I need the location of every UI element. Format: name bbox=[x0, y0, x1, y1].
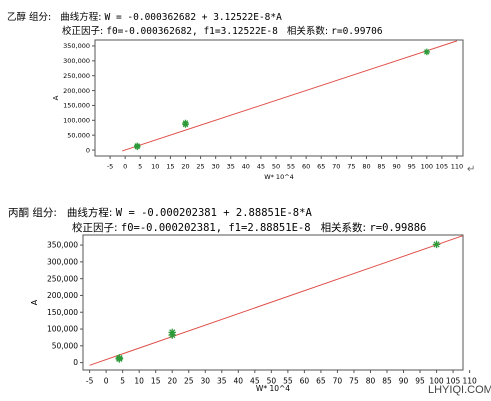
chart2-data-point bbox=[115, 355, 124, 363]
chart2-xtick-label: 90 bbox=[399, 377, 409, 386]
chart2-xtick-label: 30 bbox=[200, 377, 210, 386]
chart2-calibration-label: 校正因子: bbox=[72, 222, 118, 234]
chart1-data-point bbox=[182, 121, 189, 128]
chart1-header-line2: 校正因子: f0=-0.000362682, f1=3.12522E-8 相关系… bbox=[62, 23, 383, 37]
chart1-ylabel: A bbox=[52, 95, 60, 100]
chart2-xtick-label: 35 bbox=[217, 377, 227, 386]
chart2-xtick-label: 100 bbox=[429, 377, 444, 386]
chart2-xtick-label: 105 bbox=[446, 377, 461, 386]
chart2-calibration: f0=-0.000202381, f1=2.88851E-8 bbox=[120, 222, 311, 234]
chart1-xtick-label: 40 bbox=[242, 163, 250, 171]
return-mark: ↵ bbox=[467, 164, 476, 175]
chart2-ytick-label: 100,000 bbox=[47, 325, 78, 334]
chart1-ytick-label: 250,000 bbox=[63, 72, 90, 80]
chart1-xtick-label: 10 bbox=[151, 163, 159, 171]
chart2-xtick-label: 20 bbox=[167, 377, 177, 386]
chart2-xtick-label: 40 bbox=[234, 377, 244, 386]
chart1-ytick-label: 350,000 bbox=[63, 42, 90, 50]
chart1-xtick-label: 45 bbox=[257, 163, 265, 171]
chart2-ytick-label: 0 bbox=[73, 358, 78, 367]
chart2-ytick-label: 300,000 bbox=[47, 257, 78, 266]
chart1-calibration-label: 校正因子: bbox=[62, 26, 104, 37]
chart2-xtick-label: 85 bbox=[382, 377, 392, 386]
chart2-xtick-label: 50 bbox=[267, 377, 277, 386]
chart1-xtick-label: 30 bbox=[212, 163, 220, 171]
chart1-correlation: r=0.99706 bbox=[331, 26, 383, 37]
chart2-xtick-label: 5 bbox=[120, 377, 125, 386]
chart1-component-label: 乙醇 组分: bbox=[7, 12, 52, 23]
chart2-xtick-label: -5 bbox=[86, 377, 94, 386]
chart1-ytick-label: 150,000 bbox=[63, 102, 90, 110]
chart1-xtick-label: 15 bbox=[166, 163, 174, 171]
chart1-ytick-label: 300,000 bbox=[63, 57, 90, 65]
chart1-calibration: f0=-0.000362682, f1=3.12522E-8 bbox=[106, 26, 278, 37]
chart2-fit-line bbox=[89, 235, 463, 366]
chart2-correlation: r=0.99886 bbox=[369, 222, 427, 234]
chart2-xtick-label: 10 bbox=[134, 377, 144, 386]
chart2-equation: W = -0.000202381 + 2.88851E-8*A bbox=[115, 207, 312, 219]
chart1-ytick-label: 100,000 bbox=[63, 117, 90, 125]
chart1-xtick-label: 65 bbox=[317, 163, 325, 171]
chart1-fit-line bbox=[121, 40, 458, 152]
chart2-xtick-label: 80 bbox=[366, 377, 376, 386]
chart1-ytick-label: 50,000 bbox=[67, 131, 90, 139]
chart1-correlation-label: 相关系数: bbox=[286, 26, 329, 37]
chart2-xtick-label: 15 bbox=[151, 377, 161, 386]
chart2-equation-label: 曲线方程: bbox=[66, 207, 113, 219]
chart1-xtick-label: 60 bbox=[302, 163, 310, 171]
chart1-ytick-label: 200,000 bbox=[63, 87, 90, 95]
chart2-data-point bbox=[168, 331, 176, 339]
chart1-xtick-label: 105 bbox=[436, 163, 448, 171]
chart2-xtick-label: 55 bbox=[283, 377, 293, 386]
chart2-xtick-label: 25 bbox=[184, 377, 194, 386]
chart1-xtick-label: 50 bbox=[272, 163, 280, 171]
chart1-equation: W = -0.000362682 + 3.12522E-8*A bbox=[104, 12, 282, 23]
chart1-xtick-label: 110 bbox=[451, 163, 463, 171]
chart2-xtick-label: 110 bbox=[462, 377, 477, 386]
chart1-xtick-label: -5 bbox=[107, 163, 113, 171]
chart2-ytick-label: 150,000 bbox=[47, 308, 78, 317]
chart1-xtick-label: 5 bbox=[138, 163, 142, 171]
chart2-component-label: 丙酮 组分: bbox=[8, 207, 57, 219]
chart1-ytick-label: 0 bbox=[86, 146, 90, 154]
chart1-header-line1: 乙醇 组分: 曲线方程: W = -0.000362682 + 3.12522E… bbox=[7, 9, 282, 23]
chart2-header-line1: 丙酮 组分: 曲线方程: W = -0.000202381 + 2.88851E… bbox=[8, 205, 312, 220]
chart1-xtick-label: 100 bbox=[421, 163, 433, 171]
watermark: LHYIQI.COM bbox=[428, 384, 491, 396]
chart2-xtick-label: 60 bbox=[300, 377, 310, 386]
chart1-xtick-label: 25 bbox=[196, 163, 204, 171]
chart1-equation-label: 曲线方程: bbox=[60, 12, 102, 23]
chart2-data-point bbox=[432, 240, 441, 249]
chart2-xlabel: W* 10^4 bbox=[256, 384, 290, 393]
chart1-xtick-label: 70 bbox=[332, 163, 340, 171]
chart1-xtick-label: 95 bbox=[408, 163, 416, 171]
chart2-header-line2: 校正因子: f0=-0.000202381, f1=2.88851E-8 相关系… bbox=[72, 220, 426, 235]
chart2-ytick-label: 250,000 bbox=[47, 274, 78, 283]
chart1-xtick-label: 80 bbox=[362, 163, 370, 171]
chart2-xtick-label: 0 bbox=[104, 377, 109, 386]
chart2-xtick-label: 95 bbox=[415, 377, 425, 386]
chart2-xtick-label: 70 bbox=[333, 377, 343, 386]
chart1-xlabel: W* 10^4 bbox=[264, 173, 294, 181]
chart2-xtick-label: 65 bbox=[316, 377, 326, 386]
chart2-ytick-label: 350,000 bbox=[47, 241, 78, 250]
chart1-xtick-label: 0 bbox=[123, 163, 127, 171]
chart1-data-point bbox=[423, 48, 431, 56]
chart1-xtick-label: 90 bbox=[392, 163, 400, 171]
chart2-xtick-label: 75 bbox=[349, 377, 359, 386]
chart1-xtick-label: 85 bbox=[377, 163, 385, 171]
chart2-correlation-label: 相关系数: bbox=[320, 222, 367, 234]
chart1-xtick-label: 75 bbox=[347, 163, 355, 171]
chart1-plot: 0 50,000 100,000 150,000 200,000 250,000 300,0… bbox=[52, 39, 464, 181]
chart2-ylabel: A bbox=[30, 299, 39, 305]
chart2-ytick-label: 50,000 bbox=[52, 341, 78, 350]
chart1-xtick-label: 20 bbox=[181, 163, 189, 171]
chart1-xtick-label: 55 bbox=[287, 163, 295, 171]
chart2-ytick-label: 200,000 bbox=[47, 291, 78, 300]
chart2-xtick-label: 45 bbox=[250, 377, 260, 386]
chart1-xtick-label: 35 bbox=[227, 163, 235, 171]
chart1-data-point bbox=[133, 143, 141, 151]
